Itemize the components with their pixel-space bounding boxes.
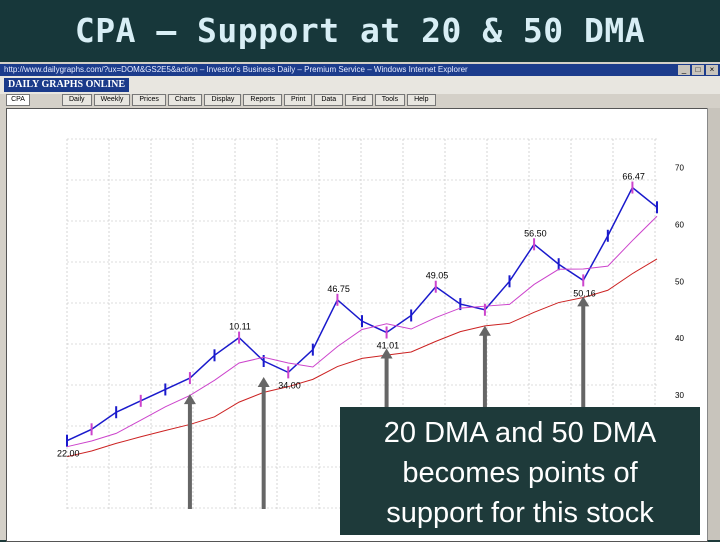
price-label: 49.05: [426, 271, 449, 281]
nav-button-prices[interactable]: Prices: [132, 94, 166, 106]
nav-button-data[interactable]: Data: [314, 94, 344, 106]
nav-button-find[interactable]: Find: [345, 94, 373, 106]
browser-title-bar: http://www.dailygraphs.com/?ux=DOM&GS2E5…: [0, 64, 720, 76]
price-label: 66.47: [622, 172, 645, 182]
nav-button-weekly[interactable]: Weekly: [93, 94, 131, 106]
price-label: 41.01: [377, 340, 400, 350]
support-arrow-head: [577, 296, 590, 307]
nav-button-tools[interactable]: Tools: [374, 94, 406, 106]
price-label: 46.75: [327, 284, 350, 294]
app-toolbar: DAILY GRAPHS ONLINE: [0, 76, 720, 95]
y-tick-label: 40: [675, 334, 684, 343]
ma50-line: [66, 258, 658, 458]
nav-button-print[interactable]: Print: [283, 94, 313, 106]
minimize-button[interactable]: _: [678, 65, 690, 75]
slide-title: CPA – Support at 20 & 50 DMA: [0, 0, 720, 62]
price-label: 56.50: [524, 228, 547, 238]
callout-line-3: support for this stock: [386, 497, 654, 529]
y-tick-label: 50: [675, 277, 684, 286]
app-logo: DAILY GRAPHS ONLINE: [4, 78, 130, 92]
y-tick-label: 70: [675, 163, 684, 172]
price-label: 34.00: [278, 380, 301, 390]
support-arrow-head: [183, 394, 196, 405]
price-line: [66, 186, 658, 442]
price-label: 10.11: [229, 322, 251, 332]
support-arrow-head: [478, 325, 491, 336]
ma20-line: [66, 215, 658, 448]
price-label: 22.00: [57, 449, 80, 459]
callout-line-1: 20 DMA and 50 DMA: [383, 417, 657, 449]
nav-button-help[interactable]: Help: [407, 94, 436, 106]
nav-button-reports[interactable]: Reports: [243, 94, 282, 106]
y-tick-label: 30: [675, 391, 684, 400]
symbol-input[interactable]: CPA: [6, 94, 30, 106]
vertical-scrollbar[interactable]: [707, 108, 720, 540]
chart-nav-bar: CPA Daily Weekly Prices Charts Display R…: [0, 94, 720, 106]
maximize-button[interactable]: □: [692, 65, 704, 75]
close-button[interactable]: ×: [706, 65, 718, 75]
nav-button-display[interactable]: Display: [204, 94, 242, 106]
price-label: 50.16: [573, 288, 596, 298]
callout-line-2: becomes points of: [402, 457, 638, 489]
browser-title-text: http://www.dailygraphs.com/?ux=DOM&GS2E5…: [4, 65, 468, 74]
support-arrow-head: [380, 348, 393, 359]
support-arrow-head: [257, 377, 270, 387]
nav-button-daily[interactable]: Daily: [62, 94, 92, 106]
nav-button-charts[interactable]: Charts: [167, 94, 203, 106]
y-tick-label: 60: [675, 220, 684, 229]
callout-box: 20 DMA and 50 DMA becomes points of supp…: [340, 407, 700, 535]
